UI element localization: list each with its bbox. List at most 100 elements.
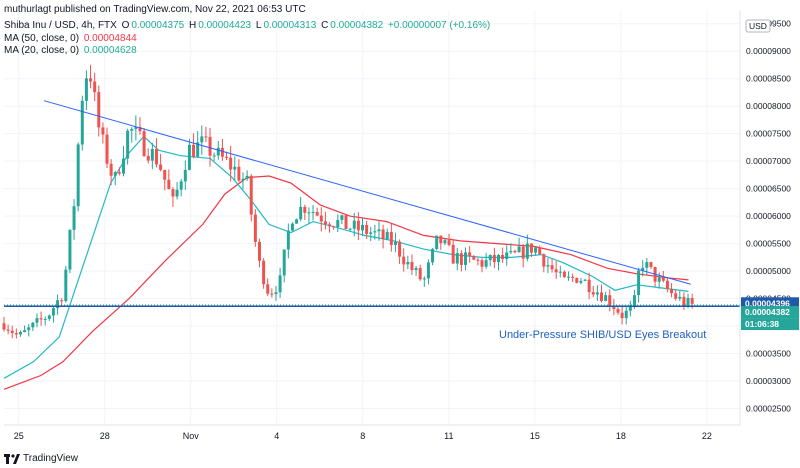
candle-body[interactable] — [443, 240, 447, 244]
candle-body[interactable] — [101, 127, 105, 135]
candle-body[interactable] — [624, 310, 628, 319]
candle-body[interactable] — [80, 100, 84, 145]
candle-body[interactable] — [109, 163, 113, 176]
candle-body[interactable] — [509, 250, 513, 253]
candle-body[interactable] — [84, 78, 88, 101]
candle-body[interactable] — [311, 212, 315, 214]
candle-body[interactable] — [402, 256, 406, 265]
candle-body[interactable] — [142, 131, 146, 156]
candle-body[interactable] — [459, 253, 463, 265]
candle-body[interactable] — [299, 206, 303, 220]
candle-body[interactable] — [393, 241, 397, 245]
candle-body[interactable] — [447, 240, 451, 245]
candle-body[interactable] — [278, 275, 282, 293]
candle-body[interactable] — [319, 215, 323, 222]
candle-body[interactable] — [257, 241, 261, 261]
candle-body[interactable] — [406, 262, 410, 265]
candle-body[interactable] — [632, 295, 636, 307]
candle-body[interactable] — [422, 278, 426, 280]
candle-body[interactable] — [587, 279, 591, 293]
currency-badge[interactable] — [745, 19, 771, 33]
candle-body[interactable] — [47, 315, 51, 319]
candle-body[interactable] — [674, 293, 678, 299]
candle-body[interactable] — [451, 244, 455, 264]
candle-body[interactable] — [591, 292, 595, 295]
candle-body[interactable] — [637, 270, 641, 296]
candle-body[interactable] — [336, 219, 340, 228]
candle-body[interactable] — [27, 327, 31, 331]
candle-body[interactable] — [93, 81, 97, 93]
candle-body[interactable] — [220, 147, 224, 157]
candle-body[interactable] — [72, 206, 76, 230]
candle-body[interactable] — [113, 172, 117, 176]
candle-body[interactable] — [505, 252, 509, 260]
candle-body[interactable] — [340, 215, 344, 220]
candle-body[interactable] — [159, 164, 163, 170]
candle-body[interactable] — [550, 265, 554, 270]
candle-body[interactable] — [431, 248, 435, 263]
candle-body[interactable] — [76, 144, 80, 207]
candle-body[interactable] — [608, 295, 612, 306]
candle-body[interactable] — [105, 134, 109, 164]
candle-body[interactable] — [241, 178, 245, 181]
candle-body[interactable] — [282, 249, 286, 276]
candle-body[interactable] — [517, 246, 521, 253]
candle-body[interactable] — [286, 230, 290, 250]
candle-body[interactable] — [365, 224, 369, 234]
candle-body[interactable] — [97, 92, 101, 128]
candle-body[interactable] — [542, 254, 546, 267]
candle-body[interactable] — [600, 292, 604, 301]
candle-body[interactable] — [496, 254, 500, 263]
candle-body[interactable] — [122, 158, 126, 174]
candle-body[interactable] — [546, 265, 550, 267]
candle-body[interactable] — [323, 221, 327, 225]
candle-body[interactable] — [385, 232, 389, 240]
candle-body[interactable] — [303, 206, 307, 213]
candle-body[interactable] — [175, 189, 179, 197]
candle-body[interactable] — [616, 309, 620, 313]
candle-body[interactable] — [538, 247, 542, 255]
candle-body[interactable] — [192, 144, 196, 157]
candle-body[interactable] — [134, 126, 138, 129]
candle-body[interactable] — [670, 289, 674, 294]
candle-body[interactable] — [525, 243, 529, 259]
candle-body[interactable] — [554, 269, 558, 273]
candle-body[interactable] — [645, 262, 649, 268]
candle-body[interactable] — [290, 223, 294, 231]
candle-body[interactable] — [307, 212, 311, 214]
ma20-legend[interactable]: MA (20, close, 0) 0.00004628 — [4, 45, 139, 56]
candle-body[interactable] — [476, 259, 480, 261]
candle-body[interactable] — [595, 292, 599, 295]
candle-body[interactable] — [2, 323, 6, 330]
candle-body[interactable] — [575, 277, 579, 283]
candle-body[interactable] — [612, 305, 616, 310]
candle-body[interactable] — [216, 147, 220, 156]
candle-body[interactable] — [187, 144, 191, 170]
candle-body[interactable] — [492, 254, 496, 263]
candle-body[interactable] — [567, 276, 571, 278]
candle-body[interactable] — [665, 280, 669, 290]
candle-body[interactable] — [377, 229, 381, 232]
candle-body[interactable] — [464, 252, 468, 265]
candle-body[interactable] — [39, 318, 43, 320]
candle-body[interactable] — [480, 260, 484, 267]
candle-body[interactable] — [628, 306, 632, 311]
candle-body[interactable] — [56, 300, 60, 309]
candle-body[interactable] — [23, 330, 27, 333]
candle-body[interactable] — [484, 260, 488, 267]
ma50-line[interactable] — [3, 175, 689, 390]
candle-body[interactable] — [204, 136, 208, 138]
candle-body[interactable] — [150, 148, 154, 161]
candle-body[interactable] — [167, 179, 171, 190]
candle-body[interactable] — [332, 226, 336, 228]
candle-body[interactable] — [352, 220, 356, 229]
candle-body[interactable] — [64, 269, 68, 302]
candle-body[interactable] — [398, 241, 402, 257]
candle-body[interactable] — [154, 148, 158, 165]
candle-body[interactable] — [418, 268, 422, 280]
candle-body[interactable] — [130, 128, 134, 131]
candle-body[interactable] — [51, 308, 55, 316]
candle-body[interactable] — [678, 296, 682, 299]
candle-body[interactable] — [31, 322, 35, 328]
symbol-name[interactable]: Shiba Inu / USD, 4h, FTX — [4, 20, 117, 31]
